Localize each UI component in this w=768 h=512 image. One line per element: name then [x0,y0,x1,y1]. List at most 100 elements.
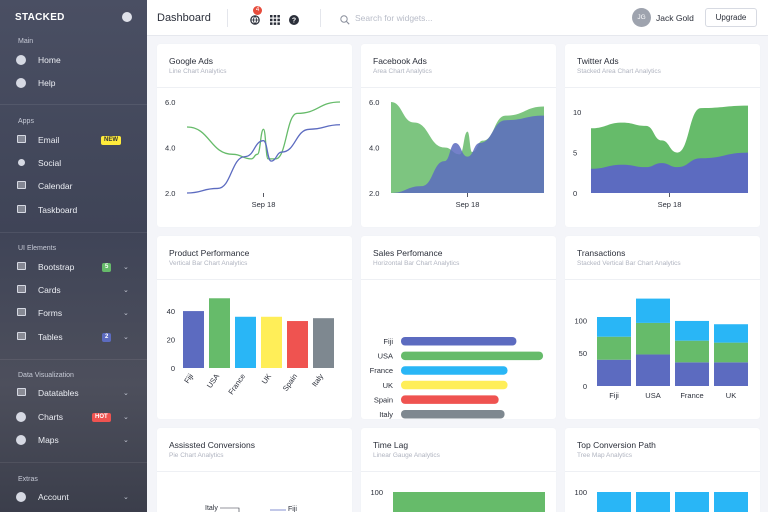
search-input[interactable] [355,11,505,25]
topbar-divider [320,9,321,27]
bar-uk-segment-1 [714,362,748,386]
card-subtitle: Tree Map Analytics [577,452,633,459]
sidebar-divider [0,359,147,360]
sidebar-item-account[interactable]: Account ⌄ [0,486,147,508]
sidebar-item-tables[interactable]: Tables 2 ⌄ [0,326,147,348]
sidebar-item-home[interactable]: Home [0,49,147,71]
sidebar-item-social[interactable]: Social [0,152,147,174]
x-tick-label: USA [205,372,221,390]
chevron-down-icon: ⌄ [123,390,129,397]
upgrade-button[interactable]: Upgrade [705,8,757,27]
globe-icon[interactable] [250,12,260,25]
bar-usa [401,351,544,361]
sidebar-item-bootstrap[interactable]: Bootstrap 5 ⌄ [0,256,147,278]
section-data-visualization-label: Data Visualization [18,372,74,379]
sidebar-item-datatables[interactable]: Datatables ⌄ [0,382,147,404]
sidebar-item-label: Account [38,492,69,502]
bar-france-segment-1 [675,362,709,386]
gauge-bar [393,492,545,512]
sidebar-item-forms[interactable]: Forms ⌄ [0,302,147,324]
section-main-label: Main [18,38,34,45]
bar-france [235,316,256,368]
card-divider [361,87,556,88]
y-tick-label: UK [383,381,393,390]
series-area-1 [591,152,748,193]
user-name[interactable]: Jack Gold [656,13,694,23]
help-circle-icon[interactable]: ? [289,12,299,25]
card-divider [361,471,556,472]
section-apps-label: Apps [18,118,34,125]
card-assisted-conversions: Assissted Conversions Pie Chart Analytic… [157,428,352,512]
count-badge: 5 [102,263,112,272]
sidebar-item-label: Charts [38,412,64,422]
home-icon [16,55,26,65]
topbar: Dashboard 4 ? JG Jack Gold Upgrade [147,0,768,36]
y-tick-label: 4.0 [369,144,379,153]
sidebar-item-label: Forms [38,308,63,318]
bar-fiji-segment-3 [597,317,631,337]
card-title: Twitter Ads [577,56,619,66]
sidebar-item-maps[interactable]: Maps ⌄ [0,429,147,451]
chevron-down-icon: ⌄ [123,264,129,271]
sidebar-item-label: Help [38,78,56,88]
card-divider [565,279,760,280]
card-title: Product Performance [169,248,250,258]
sidebar-item-calendar[interactable]: Calendar [0,175,147,197]
card-sales-performance: Sales Perfomance Horizontal Bar Chart An… [361,236,556,419]
bar-usa-segment-2 [636,322,670,355]
x-tick-label: Sep 18 [252,200,276,209]
brand-logo[interactable]: STACKED [15,12,65,23]
y-tick-label: 5 [573,149,577,158]
card-divider [565,87,760,88]
page-title: Dashboard [157,12,211,24]
y-tick-label: 6.0 [369,98,379,107]
bar-uk-segment-2 [714,342,748,363]
sidebar-divider [0,104,147,105]
hot-badge: HOT [92,413,111,422]
help-icon [16,78,26,88]
users-icon [16,492,26,502]
avatar[interactable]: JG [632,8,651,27]
sidebar-item-help[interactable]: Help [0,72,147,94]
x-tick-label: Sep 18 [456,200,480,209]
card-subtitle: Stacked Vertical Bar Chart Analytics [577,260,681,267]
bar-france-segment-2 [675,340,709,363]
transactions-stacked-bar-chart: 0 50 100 Fiji USA France UK [574,298,748,400]
series-area-2 [391,115,544,193]
assisted-conversions-pie-chart: Italy Fiji [205,505,297,512]
box-icon [16,262,26,272]
bar-italy [313,318,334,368]
forms-icon [16,308,26,318]
top-conversion-path-treemap: 100 [574,488,748,512]
sidebar-item-label: Home [38,55,61,65]
card-facebook-ads: Facebook Ads Area Chart Analytics 2.0 4.0… [361,44,556,227]
sidebar-item-label: Datatables [38,388,79,398]
palette-icon[interactable] [122,12,132,22]
sidebar: STACKED Main Home Help Apps Email NEW So… [0,0,147,512]
series-line-2 [186,124,341,194]
pie-label-leader [220,507,240,512]
table-icon [16,332,26,342]
apps-grid-icon[interactable] [270,12,280,25]
y-tick-label: 0 [583,382,587,391]
y-tick-label: USA [378,352,393,361]
sidebar-item-email[interactable]: Email NEW [0,129,147,151]
sidebar-item-charts[interactable]: Charts HOT ⌄ [0,406,147,428]
x-tick-label: UK [260,372,273,386]
y-tick-label: Spain [374,395,393,404]
y-tick-label: 50 [579,349,587,358]
mail-icon [16,135,26,145]
chevron-down-icon: ⌄ [123,334,129,341]
map-icon [16,435,26,445]
calendar-icon [16,181,26,191]
section-ui-elements-label: UI Elements [18,245,57,252]
y-tick-label: Fiji [383,337,393,346]
bar-fiji-segment-2 [597,336,631,360]
card-divider [565,471,760,472]
y-tick-label: 6.0 [165,98,175,107]
card-title: Assissted Conversions [169,440,255,450]
sidebar-item-taskboard[interactable]: Taskboard [0,199,147,221]
user-icon [16,158,26,168]
twitter-ads-stacked-area-chart: 0 5 10 Sep 18 [573,105,748,209]
sidebar-item-cards[interactable]: Cards ⌄ [0,279,147,301]
